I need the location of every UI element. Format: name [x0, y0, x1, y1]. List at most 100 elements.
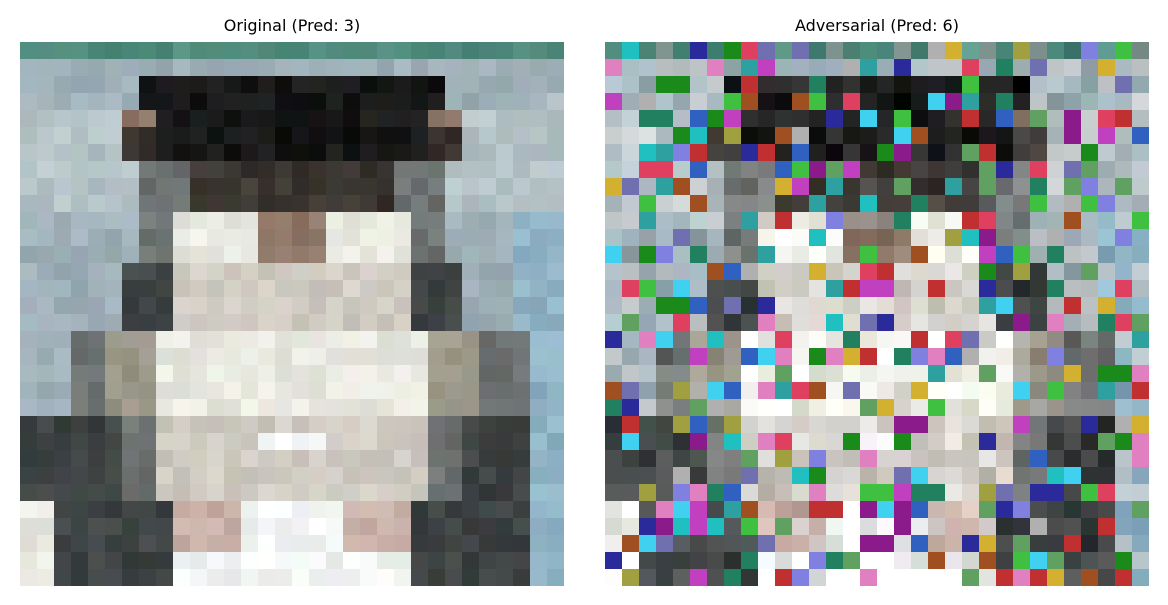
original-pixel — [496, 535, 514, 553]
original-pixel — [496, 518, 514, 536]
adversarial-pixel — [1115, 552, 1133, 570]
adversarial-pixel — [639, 93, 657, 111]
adversarial-pixel — [775, 127, 793, 145]
original-pixel — [258, 450, 276, 468]
original-pixel — [462, 348, 480, 366]
adversarial-pixel — [1132, 59, 1149, 77]
adversarial-pixel — [1098, 229, 1116, 247]
adversarial-pixel — [775, 433, 793, 451]
adversarial-pixel — [962, 161, 980, 179]
adversarial-pixel — [979, 552, 997, 570]
adversarial-pixel — [809, 263, 827, 281]
adversarial-pixel — [1081, 348, 1099, 366]
adversarial-pixel — [758, 501, 776, 519]
adversarial-pixel — [1115, 144, 1133, 162]
adversarial-pixel — [928, 365, 946, 383]
adversarial-pixel — [622, 195, 640, 213]
adversarial-pixel — [622, 348, 640, 366]
original-pixel — [173, 280, 191, 298]
adversarial-pixel — [1098, 263, 1116, 281]
original-pixel — [343, 246, 361, 264]
adversarial-pixel — [792, 229, 810, 247]
original-image — [20, 42, 564, 586]
original-pixel — [122, 501, 140, 519]
adversarial-pixel — [741, 467, 759, 485]
adversarial-pixel — [996, 365, 1014, 383]
original-pixel — [411, 518, 429, 536]
original-pixel — [462, 59, 480, 77]
adversarial-pixel — [860, 569, 878, 586]
original-pixel — [513, 399, 531, 417]
adversarial-pixel — [860, 110, 878, 128]
original-pixel — [530, 399, 548, 417]
adversarial-pixel — [605, 552, 623, 570]
adversarial-pixel — [775, 229, 793, 247]
adversarial-pixel — [809, 467, 827, 485]
adversarial-pixel — [996, 195, 1014, 213]
adversarial-pixel — [741, 144, 759, 162]
adversarial-pixel — [945, 518, 963, 536]
original-pixel — [547, 416, 564, 434]
original-pixel — [428, 535, 446, 553]
original-pixel — [377, 161, 395, 179]
adversarial-pixel — [724, 416, 742, 434]
original-pixel — [428, 263, 446, 281]
adversarial-pixel — [1030, 93, 1048, 111]
adversarial-pixel — [656, 59, 674, 77]
original-pixel — [224, 297, 242, 315]
original-pixel — [207, 127, 225, 145]
adversarial-pixel — [741, 484, 759, 502]
adversarial-pixel — [860, 314, 878, 332]
original-pixel — [462, 552, 480, 570]
adversarial-pixel — [1115, 280, 1133, 298]
adversarial-pixel — [758, 93, 776, 111]
adversarial-pixel — [979, 246, 997, 264]
adversarial-pixel — [945, 297, 963, 315]
adversarial-pixel — [656, 484, 674, 502]
original-pixel — [275, 518, 293, 536]
adversarial-pixel — [809, 331, 827, 349]
original-pixel — [156, 382, 174, 400]
original-pixel — [462, 229, 480, 247]
original-pixel — [37, 42, 55, 60]
original-pixel — [343, 110, 361, 128]
adversarial-pixel — [690, 280, 708, 298]
original-pixel — [173, 93, 191, 111]
adversarial-pixel — [843, 280, 861, 298]
original-pixel — [37, 144, 55, 162]
original-pixel — [139, 212, 157, 230]
adversarial-pixel — [605, 416, 623, 434]
adversarial-pixel — [809, 93, 827, 111]
original-pixel — [20, 365, 38, 383]
adversarial-pixel — [758, 297, 776, 315]
original-pixel — [513, 195, 531, 213]
adversarial-pixel — [1132, 110, 1149, 128]
original-pixel — [88, 399, 106, 417]
original-pixel — [479, 569, 497, 586]
adversarial-pixel — [860, 348, 878, 366]
adversarial-pixel — [1098, 110, 1116, 128]
adversarial-pixel — [673, 569, 691, 586]
original-pixel — [326, 467, 344, 485]
adversarial-pixel — [860, 195, 878, 213]
adversarial-pixel — [877, 535, 895, 553]
adversarial-pixel — [962, 518, 980, 536]
adversarial-pixel — [775, 501, 793, 519]
adversarial-pixel — [945, 331, 963, 349]
adversarial-pixel — [1030, 76, 1048, 94]
adversarial-pixel — [1132, 552, 1149, 570]
original-pixel — [513, 314, 531, 332]
adversarial-pixel — [1030, 433, 1048, 451]
adversarial-pixel — [656, 569, 674, 586]
original-pixel — [394, 178, 412, 196]
adversarial-pixel — [843, 246, 861, 264]
adversarial-pixel — [996, 467, 1014, 485]
original-pixel — [343, 229, 361, 247]
adversarial-pixel — [826, 110, 844, 128]
original-pixel — [275, 280, 293, 298]
adversarial-pixel — [1132, 433, 1149, 451]
adversarial-pixel — [775, 195, 793, 213]
original-pixel — [547, 178, 564, 196]
original-pixel — [292, 229, 310, 247]
adversarial-pixel — [809, 229, 827, 247]
